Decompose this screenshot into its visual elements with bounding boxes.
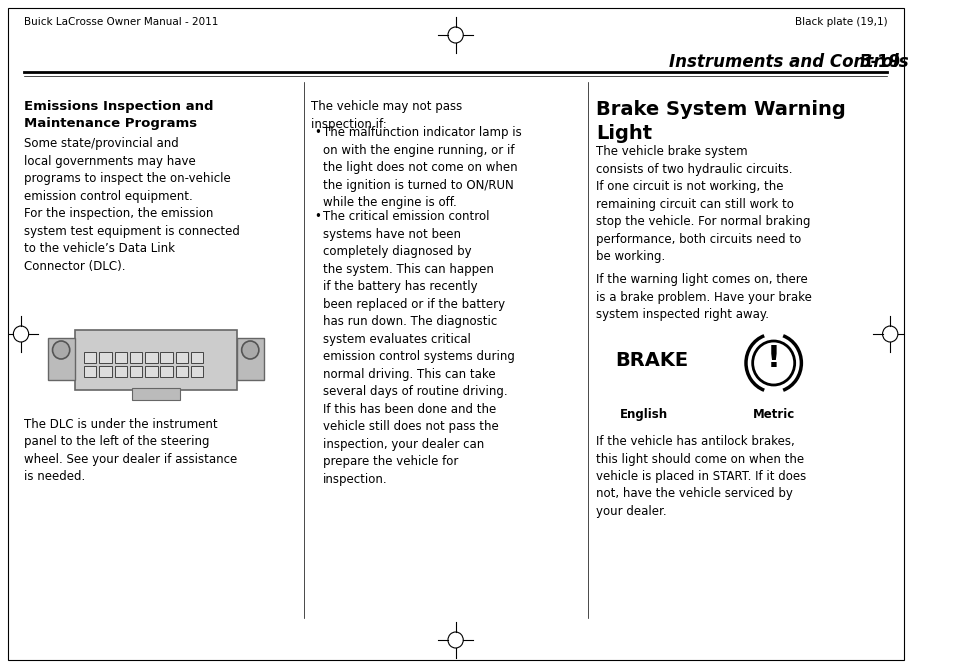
Circle shape xyxy=(52,341,70,359)
Bar xyxy=(175,366,188,377)
Text: Brake System Warning
Light: Brake System Warning Light xyxy=(596,100,845,142)
Bar xyxy=(99,366,112,377)
Bar xyxy=(191,352,203,363)
Bar xyxy=(114,352,127,363)
Text: English: English xyxy=(619,408,667,421)
Text: The malfunction indicator lamp is
on with the engine running, or if
the light do: The malfunction indicator lamp is on wit… xyxy=(322,126,521,209)
Text: Instruments and Controls: Instruments and Controls xyxy=(668,53,907,71)
Bar xyxy=(175,352,188,363)
Bar xyxy=(236,338,263,380)
Bar xyxy=(84,366,96,377)
Bar xyxy=(48,338,74,380)
Text: Metric: Metric xyxy=(752,408,794,421)
Bar xyxy=(191,366,203,377)
Bar xyxy=(160,352,172,363)
Text: Some state/provincial and
local governments may have
programs to inspect the on-: Some state/provincial and local governme… xyxy=(24,137,239,273)
Bar xyxy=(114,366,127,377)
Text: If the vehicle has antilock brakes,
this light should come on when the
vehicle i: If the vehicle has antilock brakes, this… xyxy=(596,435,805,518)
Text: If the warning light comes on, there
is a brake problem. Have your brake
system : If the warning light comes on, there is … xyxy=(596,273,811,321)
Bar xyxy=(84,352,96,363)
Bar xyxy=(130,352,142,363)
Text: The vehicle may not pass
inspection if:: The vehicle may not pass inspection if: xyxy=(311,100,462,130)
Bar xyxy=(99,352,112,363)
Bar xyxy=(145,366,157,377)
Text: •: • xyxy=(314,126,321,139)
Text: Buick LaCrosse Owner Manual - 2011: Buick LaCrosse Owner Manual - 2011 xyxy=(24,17,218,27)
Circle shape xyxy=(752,341,794,385)
Text: Emissions Inspection and
Maintenance Programs: Emissions Inspection and Maintenance Pro… xyxy=(24,100,213,130)
Text: BRAKE: BRAKE xyxy=(615,351,687,369)
Text: Black plate (19,1): Black plate (19,1) xyxy=(794,17,886,27)
Text: !: ! xyxy=(766,343,780,373)
Text: •: • xyxy=(314,210,321,223)
Bar xyxy=(132,388,179,400)
Bar xyxy=(130,366,142,377)
Text: The vehicle brake system
consists of two hydraulic circuits.
If one circuit is n: The vehicle brake system consists of two… xyxy=(596,145,810,263)
Text: 5-19: 5-19 xyxy=(859,53,901,71)
Bar xyxy=(145,352,157,363)
Text: The DLC is under the instrument
panel to the left of the steering
wheel. See you: The DLC is under the instrument panel to… xyxy=(24,418,237,484)
Text: The critical emission control
systems have not been
completely diagnosed by
the : The critical emission control systems ha… xyxy=(322,210,515,486)
Bar xyxy=(160,366,172,377)
Bar xyxy=(74,330,236,390)
Circle shape xyxy=(241,341,258,359)
